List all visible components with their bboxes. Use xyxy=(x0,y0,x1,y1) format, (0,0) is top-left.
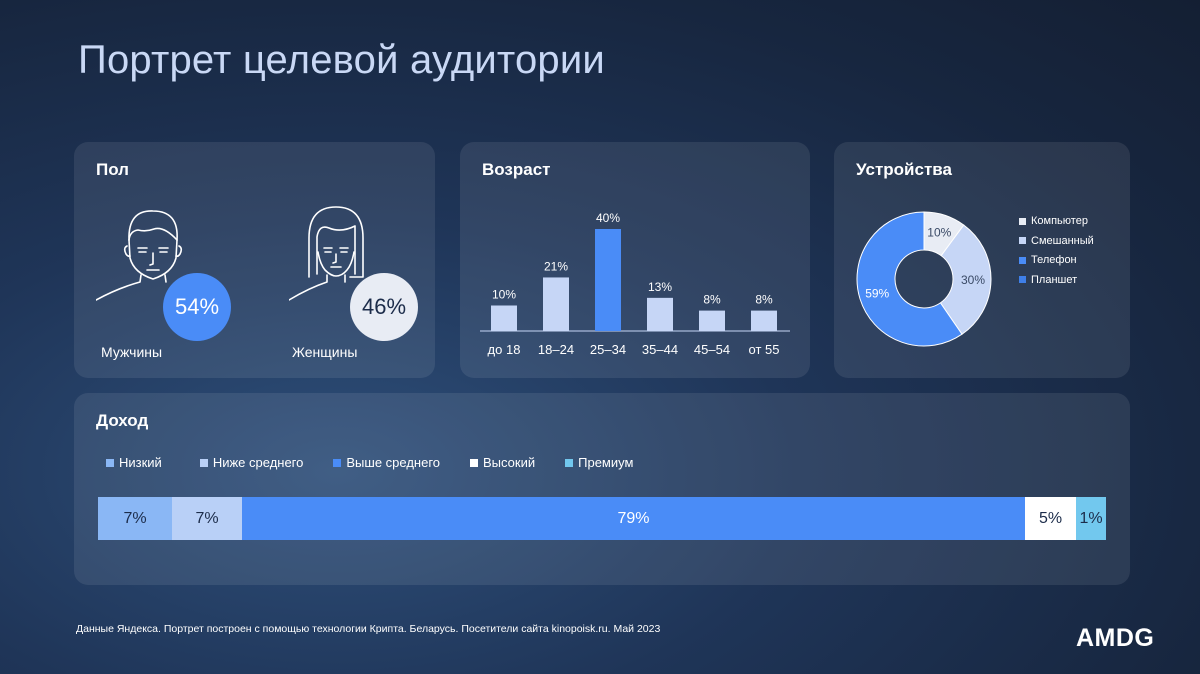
devices-legend-label: Планшет xyxy=(1031,273,1078,286)
age-card-title: Возраст xyxy=(482,160,551,179)
men-label: Мужчины xyxy=(101,344,163,360)
men-percent-badge: 54% xyxy=(163,273,231,341)
age-card: Возраст 10% до 18 21% 18–24 40% 25–34 13% 35–44… xyxy=(460,142,810,378)
devices-slice xyxy=(856,211,963,347)
legend-swatch xyxy=(1019,217,1026,225)
woman-face-icon xyxy=(289,206,364,301)
devices-legend-item: Компьютер xyxy=(1019,215,1088,227)
age-category-label: 35–44 xyxy=(642,342,678,357)
legend-swatch xyxy=(1019,237,1026,244)
page-title: Портрет целевой аудитории xyxy=(78,38,605,82)
gender-card-title: Пол xyxy=(96,160,129,179)
devices-card: Устройства 10% 30% 59% Компьютер Смешанный Т… xyxy=(834,142,1130,378)
income-segment: 79% xyxy=(242,497,1025,540)
age-bar xyxy=(647,297,673,331)
income-card-title: Доход xyxy=(96,411,149,430)
income-legend-label: Ниже среднего xyxy=(212,455,304,470)
income-legend-label: Премиум xyxy=(578,455,634,470)
age-category-label: 45–54 xyxy=(694,342,730,357)
legend-swatch xyxy=(565,458,574,467)
income-segment: 5% xyxy=(1025,497,1076,540)
income-legend-label: Выше среднего xyxy=(346,455,441,470)
income-legend-item: Ниже среднего xyxy=(199,455,304,470)
income-card: Доход Низкий Ниже среднего Выше среднего Вы… xyxy=(74,393,1130,585)
devices-legend-item: Телефон xyxy=(1019,254,1077,266)
devices-legend-item: Планшет xyxy=(1019,274,1077,286)
age-bar xyxy=(491,305,517,331)
legend-swatch xyxy=(1019,256,1026,264)
age-bar-value-label: 10% xyxy=(492,288,516,302)
age-bar xyxy=(595,229,621,331)
income-legend-item: Высокий xyxy=(470,455,535,470)
legend-swatch xyxy=(106,458,114,467)
age-bar xyxy=(751,310,777,331)
gender-card: Пол 54% Мужчины xyxy=(74,142,435,378)
age-bar xyxy=(699,310,725,331)
income-legend-item: Выше среднего xyxy=(333,455,440,470)
age-bar-value-label: 21% xyxy=(544,259,568,273)
income-legend-item: Премиум xyxy=(565,455,633,470)
age-bar-chart: 10% до 18 21% 18–24 40% 25–34 13% 35–44 8% 45–54 8… xyxy=(480,211,790,357)
women-label: Женщины xyxy=(292,344,358,360)
source-footnote: Данные Яндекса. Портрет построен с помощ… xyxy=(76,623,661,635)
income-legend-item: Низкий xyxy=(106,455,162,470)
devices-legend-item: Смешанный xyxy=(1019,235,1094,247)
devices-donut-chart: 10% 30% 59% xyxy=(856,211,992,347)
income-segment: 7% xyxy=(172,497,242,540)
age-bar-value-label: 8% xyxy=(703,293,721,307)
legend-swatch xyxy=(1019,276,1026,283)
devices-legend-label: Компьютер xyxy=(1031,215,1088,227)
devices-legend-label: Смешанный xyxy=(1031,234,1094,247)
legend-swatch xyxy=(333,458,342,467)
devices-slice-label: 30% xyxy=(961,273,985,287)
brand-logo: AMDG xyxy=(1076,624,1155,652)
income-segment: 7% xyxy=(98,497,172,540)
age-category-label: 18–24 xyxy=(538,342,574,357)
devices-slice-label: 59% xyxy=(865,287,889,301)
age-bar-value-label: 40% xyxy=(596,211,620,225)
age-bar-value-label: 8% xyxy=(755,293,773,307)
age-category-label: 25–34 xyxy=(590,342,626,357)
legend-swatch xyxy=(470,458,479,467)
age-bar-value-label: 13% xyxy=(648,280,672,294)
devices-slice xyxy=(939,224,992,335)
devices-legend-label: Телефон xyxy=(1031,254,1077,266)
man-face-icon xyxy=(96,210,183,301)
devices-slice-label: 10% xyxy=(927,225,951,239)
age-category-label: до 18 xyxy=(488,342,521,357)
devices-card-title: Устройства xyxy=(856,160,952,179)
women-percent-badge: 46% xyxy=(350,273,418,341)
income-segment: 1% xyxy=(1076,497,1106,540)
income-legend-label: Низкий xyxy=(119,455,162,470)
age-bar xyxy=(543,277,569,331)
age-category-label: от 55 xyxy=(749,342,780,357)
legend-swatch xyxy=(199,458,208,467)
income-legend-label: Высокий xyxy=(483,455,536,470)
income-stacked-bar: 7% 7% 79% 5% 1% xyxy=(98,497,1106,540)
income-legend: Низкий Ниже среднего Выше среднего Высокий П… xyxy=(106,455,663,470)
